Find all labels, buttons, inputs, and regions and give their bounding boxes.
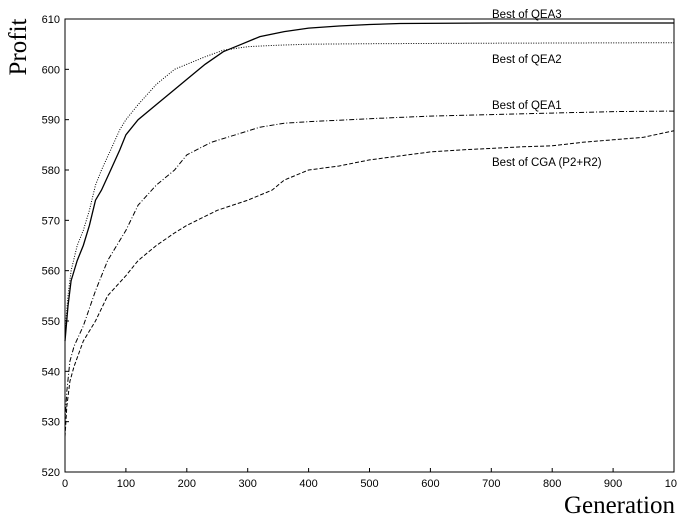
x-tick-label: 300 bbox=[239, 478, 257, 490]
y-tick-label: 540 bbox=[42, 366, 60, 378]
y-tick-label: 530 bbox=[42, 417, 60, 429]
x-tick-label: 200 bbox=[178, 478, 196, 490]
x-tick-label: 10 bbox=[665, 478, 677, 490]
y-tick-label: 610 bbox=[42, 14, 60, 26]
series-label-1: Best of QEA3 bbox=[492, 9, 562, 21]
series-line-3 bbox=[64, 110, 675, 422]
series-line-2 bbox=[64, 42, 675, 332]
x-axis-title: Generation bbox=[564, 492, 676, 519]
x-tick-label: 500 bbox=[360, 478, 378, 490]
series-line-4 bbox=[64, 130, 675, 437]
x-tick-label: 400 bbox=[299, 478, 317, 490]
series-label-3: Best of QEA1 bbox=[492, 100, 562, 112]
series-label-4: Best of CGA (P2+R2) bbox=[492, 157, 602, 169]
x-tick-label: 700 bbox=[482, 478, 500, 490]
x-tick-label: 0 bbox=[62, 478, 68, 490]
x-tick-label: 100 bbox=[117, 478, 135, 490]
x-tick-label: 900 bbox=[604, 478, 622, 490]
x-tick-label: 800 bbox=[543, 478, 561, 490]
y-axis-title: Profit bbox=[5, 18, 32, 75]
y-tick-label: 560 bbox=[42, 266, 60, 278]
y-tick-label: 570 bbox=[42, 215, 60, 227]
series-label-2: Best of QEA2 bbox=[492, 54, 562, 66]
series-line-1 bbox=[64, 22, 674, 342]
x-tick-label: 600 bbox=[421, 478, 439, 490]
y-tick-label: 550 bbox=[42, 316, 60, 328]
series-labels: Best of QEA3 Best of QEA2 Best of QEA1 Best… bbox=[492, 9, 602, 169]
series-layer bbox=[64, 22, 675, 437]
plot-axes: 0 100 200 300 400 500 600 700 800 900 10 520 530 540 5… bbox=[42, 14, 677, 490]
y-tick-label: 580 bbox=[42, 165, 60, 177]
y-tick-label: 520 bbox=[42, 467, 60, 479]
y-tick-label: 600 bbox=[42, 64, 60, 76]
y-tick-label: 590 bbox=[42, 115, 60, 127]
